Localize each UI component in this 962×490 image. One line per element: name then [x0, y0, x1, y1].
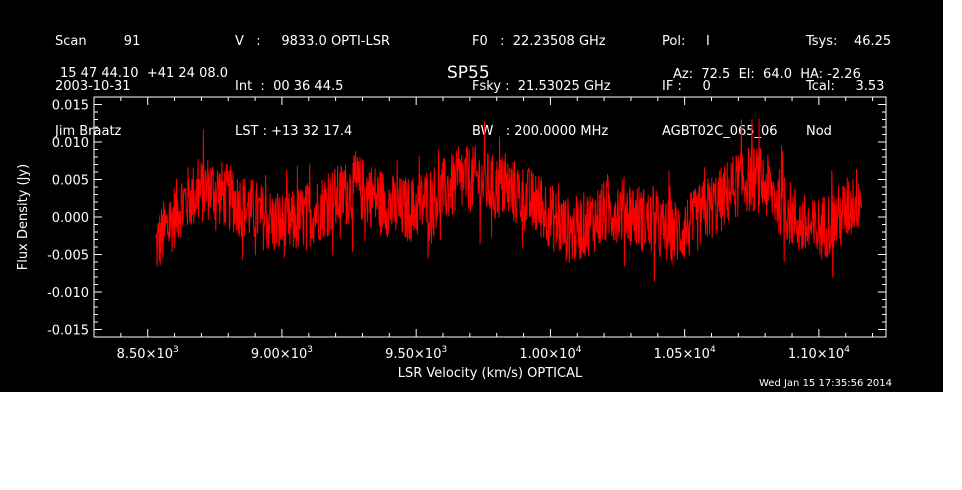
plot-frame [93, 96, 887, 338]
pointing-info: Az: 72.5 El: 64.0 HA: -2.26 [673, 67, 861, 82]
source-coordinates: 15 47 44.10 +41 24 08.0 [60, 66, 229, 81]
rest-frequency: F0 : 22.23508 GHz [472, 34, 606, 49]
header-col3: F0 : 22.23508 GHz Fsky : 21.53025 GHz BW… [472, 4, 611, 169]
y-tick-label: 0.005 [52, 174, 89, 189]
if-number: IF : 0 [662, 79, 711, 94]
x-tick-label: 9.50×103 [385, 345, 447, 362]
x-axis-label: LSR Velocity (km/s) OPTICAL [398, 366, 583, 381]
y-axis-label: Flux Density (Jy) [16, 164, 31, 270]
scan-number: Scan 91 [55, 34, 141, 49]
tsys: Tsys: 46.25 [806, 34, 892, 49]
x-tick-label: 1.00×104 [519, 345, 581, 362]
source-name: SP55 [447, 63, 490, 83]
x-tick-label: 1.05×104 [654, 345, 716, 362]
header-col2: V : 9833.0 OPTI-LSR Int : 00 36 44.5 LST… [235, 4, 390, 169]
polarization: Pol: I [662, 34, 710, 49]
procedure: Nod [806, 124, 832, 139]
y-tick-label: -0.005 [47, 249, 89, 264]
header-col1: Scan 91 2003-10-31 Jim Braatz [55, 4, 140, 169]
project-id: AGBT02C_065_06 [662, 124, 778, 139]
tcal: Tcal: 3.53 [806, 79, 885, 94]
velocity: V : 9833.0 OPTI-LSR [235, 34, 391, 49]
y-tick-label: 0.010 [52, 136, 89, 151]
y-tick-label: 0.015 [52, 99, 89, 114]
y-tick-label: -0.015 [47, 324, 89, 339]
spectrum-chart: 8.50×103 9.00×103 9.50×103 1.00×104 1.05×104… [16, 96, 887, 381]
lst: LST : +13 32 17.4 [235, 124, 353, 139]
header-col5: Tsys: 46.25 Tcal: 3.53 Nod [806, 4, 891, 169]
y-tick-label: -0.010 [47, 286, 89, 301]
plot-panel: Scan 91 2003-10-31 Jim Braatz V : 9833.0… [0, 0, 943, 392]
plot-timestamp: Wed Jan 15 17:35:56 2014 [759, 378, 893, 389]
integration-time: Int : 00 36 44.5 [235, 79, 344, 94]
spectrum-trace [155, 118, 863, 282]
x-tick-label: 9.00×103 [251, 345, 313, 362]
observer: Jim Braatz [55, 124, 122, 139]
x-tick-label: 1.10×104 [788, 345, 850, 362]
observation-date: 2003-10-31 [55, 79, 131, 94]
x-tick-label: 8.50×103 [117, 345, 179, 362]
bandwidth: BW : 200.0000 MHz [472, 124, 609, 139]
header-col4: Pol: I IF : 0 AGBT02C_065_06 [662, 4, 778, 169]
sky-frequency: Fsky : 21.53025 GHz [472, 79, 611, 94]
y-tick-label: 0.000 [52, 211, 89, 226]
